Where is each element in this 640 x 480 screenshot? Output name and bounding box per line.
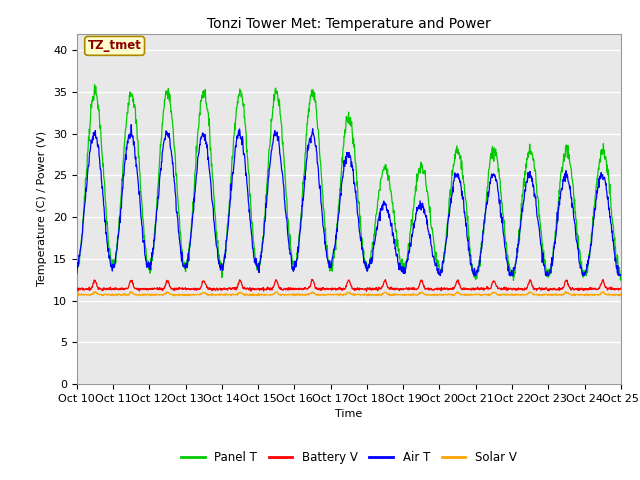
Solar V	[434, 291, 442, 297]
Solar V	[255, 293, 263, 299]
Solar V	[195, 292, 202, 298]
Y-axis label: Temperature (C) / Power (V): Temperature (C) / Power (V)	[37, 131, 47, 287]
Solar V	[127, 288, 135, 294]
Line: Solar V: Solar V	[77, 291, 621, 296]
Air T	[255, 270, 263, 276]
Panel T	[91, 82, 99, 87]
Battery V	[194, 287, 202, 293]
Battery V	[617, 285, 625, 291]
Panel T	[434, 261, 442, 267]
Solar V	[553, 292, 561, 298]
Air T	[436, 273, 444, 278]
Panel T	[195, 126, 202, 132]
Battery V	[180, 286, 188, 292]
Air T	[127, 122, 135, 128]
Air T	[181, 264, 189, 269]
Battery V	[362, 288, 370, 294]
Legend: Panel T, Battery V, Air T, Solar V: Panel T, Battery V, Air T, Solar V	[176, 446, 522, 468]
Air T	[434, 267, 442, 273]
Air T	[73, 271, 81, 276]
Solar V	[364, 293, 372, 299]
Panel T	[553, 220, 561, 226]
Solar V	[181, 292, 189, 298]
Solar V	[617, 292, 625, 298]
Text: TZ_tmet: TZ_tmet	[88, 39, 141, 52]
Air T	[195, 154, 202, 159]
Air T	[553, 220, 561, 226]
Battery V	[308, 276, 316, 282]
Panel T	[617, 276, 625, 281]
Air T	[505, 266, 513, 272]
Solar V	[505, 292, 513, 298]
Air T	[617, 273, 625, 278]
Panel T	[505, 258, 513, 264]
Battery V	[73, 285, 81, 290]
Battery V	[255, 286, 262, 292]
Battery V	[505, 286, 513, 292]
Solar V	[73, 292, 81, 298]
Title: Tonzi Tower Met: Temperature and Power: Tonzi Tower Met: Temperature and Power	[207, 17, 491, 31]
Battery V	[434, 287, 442, 293]
Panel T	[73, 259, 81, 264]
X-axis label: Time: Time	[335, 409, 362, 419]
Line: Battery V: Battery V	[77, 279, 621, 291]
Line: Air T: Air T	[77, 125, 621, 276]
Panel T	[255, 264, 263, 270]
Line: Panel T: Panel T	[77, 84, 621, 280]
Panel T	[181, 262, 189, 268]
Battery V	[553, 287, 561, 292]
Panel T	[509, 277, 517, 283]
